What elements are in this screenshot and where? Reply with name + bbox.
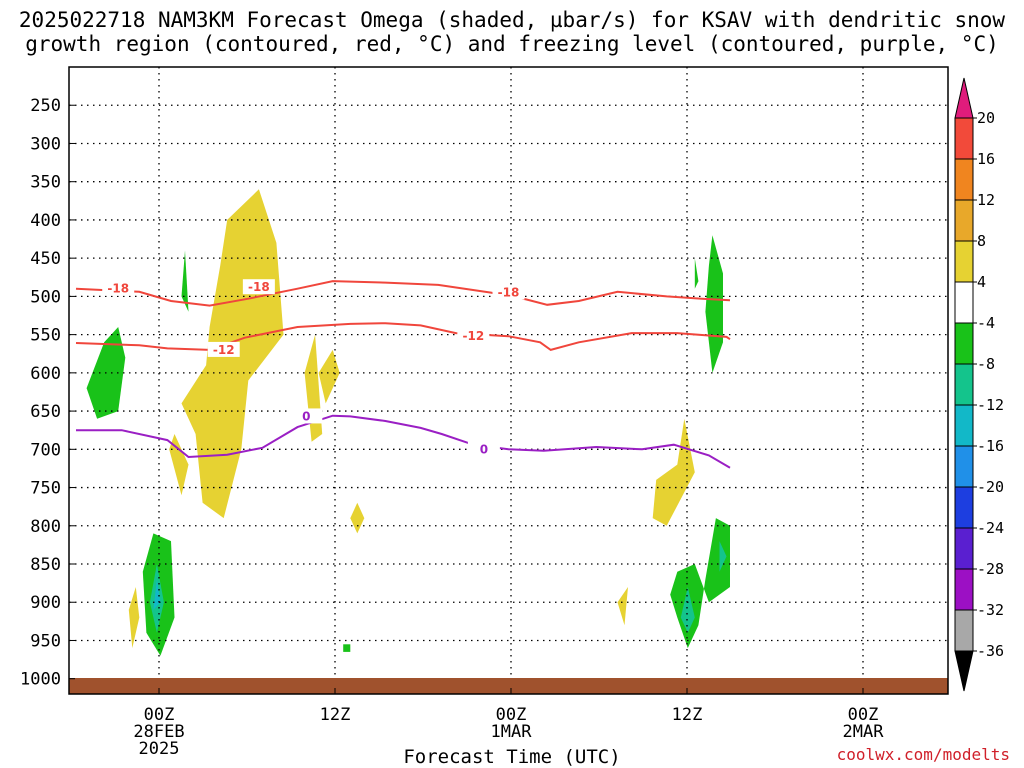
- colorbar-label: -12: [977, 396, 1004, 414]
- omega-region: [652, 418, 695, 526]
- contour-line: [75, 322, 731, 351]
- contour-label-bg: [457, 328, 490, 344]
- colorbar-segment: [954, 117, 974, 160]
- contour-label-bg: [102, 280, 135, 296]
- x-tick-label: 00Z: [848, 705, 879, 725]
- x-tick-label: 12Z: [672, 705, 703, 725]
- omega-region: [694, 258, 699, 289]
- y-tick-label: 400: [30, 211, 61, 231]
- watermark: coolwx.com/modelts: [836, 745, 1010, 764]
- x-tick-label: 2MAR: [843, 722, 885, 742]
- contour-label: 0: [480, 442, 488, 456]
- omega-region: [670, 518, 730, 649]
- y-tick-label: 900: [30, 593, 61, 613]
- colorbar-label: -8: [977, 355, 995, 373]
- contour-label: 0: [302, 409, 310, 423]
- y-tick-label: 350: [30, 173, 61, 193]
- colorbar-label: 20: [977, 109, 995, 127]
- x-tick-label: 00Z: [144, 705, 175, 725]
- omega-region: [343, 644, 351, 652]
- plot-frame: [68, 66, 949, 695]
- colorbar-label: -24: [977, 519, 1004, 537]
- omega-region: [128, 587, 140, 649]
- colorbar-segment: [954, 322, 974, 365]
- colorbar-segment: [954, 199, 974, 242]
- colorbar-segment: [954, 486, 974, 529]
- omega-region: [304, 334, 323, 442]
- omega-region: [705, 235, 723, 373]
- colorbar-label: -16: [977, 437, 1004, 455]
- contour-label-bg: [492, 284, 525, 300]
- y-tick-label: 600: [30, 364, 61, 384]
- contour-label-bg: [290, 408, 323, 424]
- colorbar-segment: [954, 445, 974, 488]
- omega-region: [318, 349, 340, 404]
- y-tick-label: 300: [30, 134, 61, 154]
- x-tick-label: 28FEB: [133, 722, 184, 742]
- contour-label-bg: [467, 441, 500, 457]
- y-axis-ticks: 250 300 350 400 450 500 550 600 650 700 750 800 850 9…: [20, 96, 75, 690]
- omega-region: [617, 587, 628, 626]
- colorbar-segment: [954, 568, 974, 611]
- contour-label: -12: [462, 329, 484, 343]
- y-tick-label: 850: [30, 555, 61, 575]
- x-axis-label: Forecast Time (UTC): [403, 746, 621, 768]
- contour-label: -12: [213, 343, 235, 357]
- colorbar-label: -32: [977, 601, 1004, 619]
- y-tick-label: 250: [30, 96, 61, 116]
- x-tick-label: 1MAR: [491, 722, 533, 742]
- chart-title-line2: growth region (contoured, red, °C) and f…: [25, 32, 999, 56]
- colorbar-label: 12: [977, 191, 995, 209]
- omega-region: [350, 502, 365, 534]
- colorbar-label: -20: [977, 478, 1004, 496]
- colorbar-bottom-arrow: [954, 650, 974, 692]
- colorbar-label: -28: [977, 560, 1004, 578]
- x-tick-label: 2025: [139, 739, 180, 759]
- y-tick-label: 1000: [20, 670, 61, 690]
- y-tick-label: 950: [30, 631, 61, 651]
- colorbar-segment: [954, 609, 974, 652]
- colorbar: 20 16 12 8 4 -4 -8 -12 -16 -20 -24 -28 -32 -36: [954, 77, 1004, 692]
- contour-label-bg: [207, 341, 240, 357]
- colorbar-label: 16: [977, 150, 995, 168]
- x-tick-label: 12Z: [320, 705, 351, 725]
- contour-line: [75, 280, 731, 307]
- contour-label: -18: [498, 286, 520, 300]
- omega-region: [719, 541, 727, 572]
- y-tick-label: 450: [30, 249, 61, 269]
- colorbar-segment: [954, 281, 974, 324]
- temperature-contours: -18 -18 -18 -12 -12 0 0: [75, 279, 731, 469]
- y-tick-label: 650: [30, 402, 61, 422]
- contour-label-bg: [242, 279, 275, 295]
- colorbar-segment: [954, 527, 974, 570]
- y-tick-label: 500: [30, 287, 61, 307]
- colorbar-label: 4: [977, 273, 986, 291]
- omega-region: [680, 587, 695, 633]
- chart-title-line1: 2025022718 NAM3KM Forecast Omega (shaded…: [18, 8, 1006, 32]
- contour-label: -18: [107, 282, 129, 296]
- y-tick-label: 800: [30, 517, 61, 537]
- omega-region: [169, 434, 189, 496]
- colorbar-top-arrow: [954, 77, 974, 119]
- contour-label: -18: [248, 280, 270, 294]
- y-tick-label: 750: [30, 479, 61, 499]
- colorbar-segment: [954, 363, 974, 406]
- omega-shading: [86, 189, 730, 656]
- colorbar-segment: [954, 158, 974, 201]
- colorbar-label: 8: [977, 232, 986, 250]
- x-tick-label: 00Z: [496, 705, 527, 725]
- colorbar-segment: [954, 240, 974, 283]
- colorbar-segment: [954, 404, 974, 447]
- y-tick-label: 700: [30, 440, 61, 460]
- ground-surface: [69, 678, 948, 694]
- colorbar-label: -36: [977, 642, 1004, 660]
- y-tick-label: 550: [30, 326, 61, 346]
- contour-line: [76, 414, 731, 469]
- colorbar-label: -4: [977, 314, 995, 332]
